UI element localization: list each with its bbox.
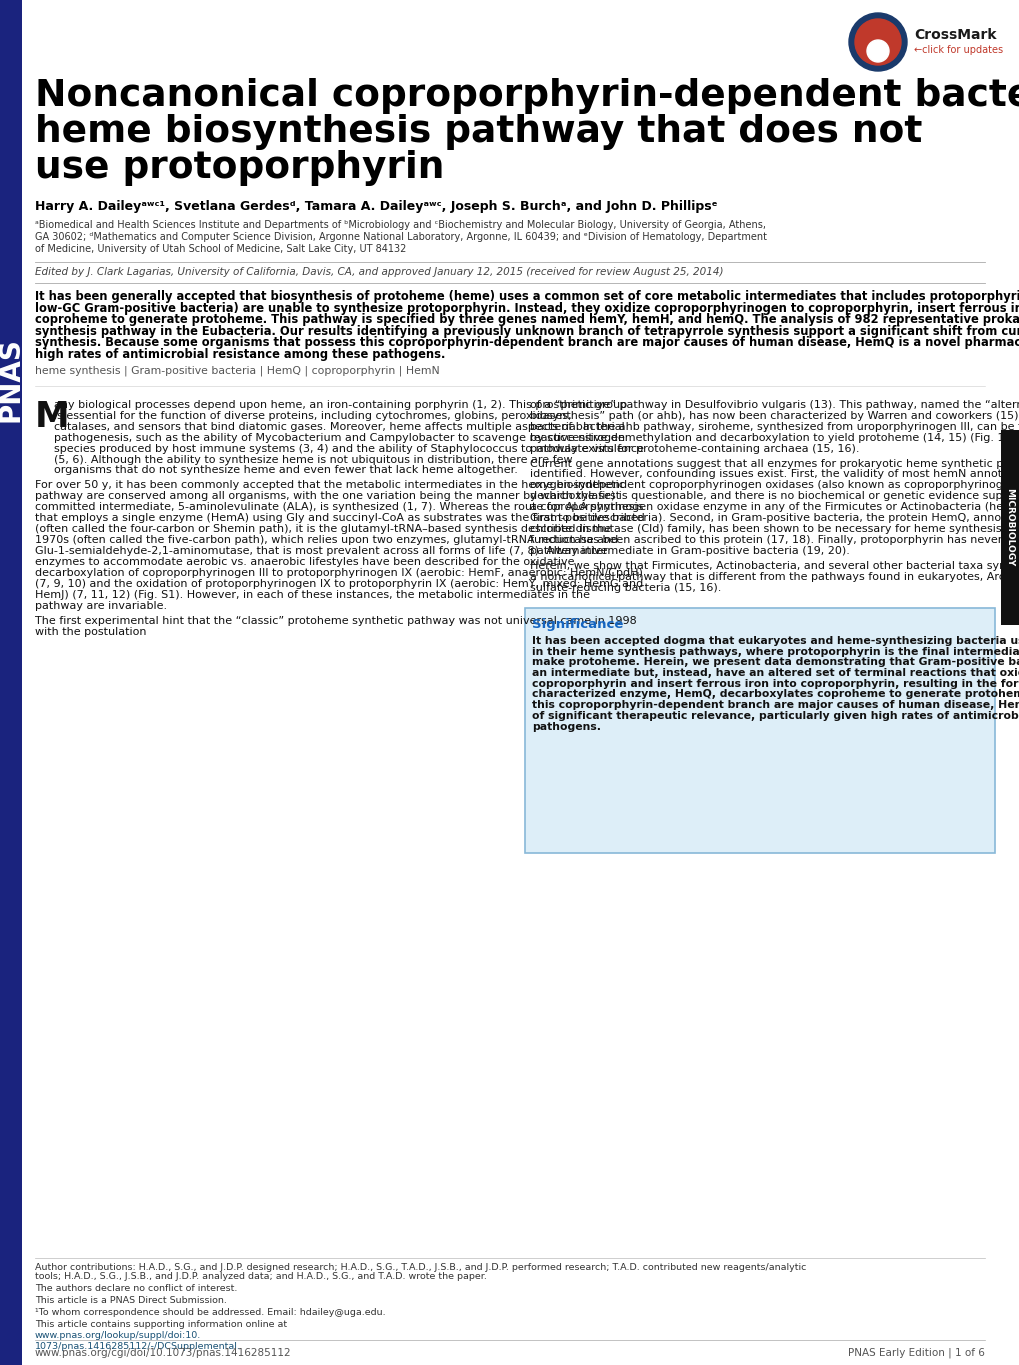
Text: an intermediate but, instead, have an altered set of terminal reactions that oxi: an intermediate but, instead, have an al… [532, 667, 1019, 678]
Text: MICROBIOLOGY: MICROBIOLOGY [1005, 487, 1014, 566]
Text: any biological processes depend upon heme, an iron-containing porphyrin (1, 2). : any biological processes depend upon hem… [54, 400, 627, 410]
FancyBboxPatch shape [0, 0, 22, 1365]
Text: Edited by J. Clark Lagarias, University of California, Davis, CA, and approved J: Edited by J. Clark Lagarias, University … [35, 268, 722, 277]
Text: coproporphyrin and insert ferrous iron into coproporphyrin, resulting in the for: coproporphyrin and insert ferrous iron i… [532, 678, 1019, 689]
Text: characterized enzyme, HemQ, decarboxylates coproheme to generate protoheme. Beca: characterized enzyme, HemQ, decarboxylat… [532, 689, 1019, 699]
Text: heme synthesis | Gram-positive bacteria | HemQ | coproporphyrin | HemN: heme synthesis | Gram-positive bacteria … [35, 366, 439, 377]
Text: ¹To whom correspondence should be addressed. Email: hdailey@uga.edu.: ¹To whom correspondence should be addres… [35, 1308, 385, 1317]
Text: 1970s (often called the five-carbon path), which relies upon two enzymes, glutam: 1970s (often called the five-carbon path… [35, 535, 618, 545]
Text: Gram-positive bacteria). Second, in Gram-positive bacteria, the protein HemQ, an: Gram-positive bacteria). Second, in Gram… [530, 513, 1019, 523]
Text: decarboxylase) is questionable, and there is no biochemical or genetic evidence : decarboxylase) is questionable, and ther… [530, 491, 1019, 501]
Text: www.pnas.org/lookup/suppl/doi:10.: www.pnas.org/lookup/suppl/doi:10. [35, 1331, 201, 1340]
Text: This article is a PNAS Direct Submission.: This article is a PNAS Direct Submission… [35, 1295, 226, 1305]
Text: tools; H.A.D., S.G., J.S.B., and J.D.P. analyzed data; and H.A.D., S.G., and T.A: tools; H.A.D., S.G., J.S.B., and J.D.P. … [35, 1272, 486, 1282]
Text: of Medicine, University of Utah School of Medicine, Salt Lake City, UT 84132: of Medicine, University of Utah School o… [35, 244, 406, 254]
Text: chlorite dismutase (Cld) family, has been shown to be necessary for heme synthes: chlorite dismutase (Cld) family, has bee… [530, 524, 1019, 534]
Text: PNAS Early Edition | 1 of 6: PNAS Early Edition | 1 of 6 [847, 1349, 984, 1358]
Text: M: M [35, 400, 69, 434]
Text: ᵃBiomedical and Health Sciences Institute and Departments of ᵇMicrobiology and ᶜ: ᵃBiomedical and Health Sciences Institut… [35, 220, 765, 229]
Text: of a “primitive” pathway in Desulfovibrio vulgaris (13). This pathway, named the: of a “primitive” pathway in Desulfovibri… [530, 400, 1019, 410]
Text: (5, 6). Although the ability to synthesize heme is not ubiquitous in distributio: (5, 6). Although the ability to synthesi… [54, 455, 572, 464]
Text: coproheme to generate protoheme. This pathway is specified by three genes named : coproheme to generate protoheme. This pa… [35, 313, 1019, 326]
Text: This article contains supporting information online at: This article contains supporting informa… [35, 1320, 289, 1328]
Text: this coproporphyrin-dependent branch are major causes of human disease, HemQ is : this coproporphyrin-dependent branch are… [532, 700, 1019, 710]
Text: synthesis. Because some organisms that possess this coproporphyrin-dependent bra: synthesis. Because some organisms that p… [35, 337, 1019, 349]
Text: pathway exists for protoheme-containing archaea (15, 16).: pathway exists for protoheme-containing … [530, 444, 859, 453]
Text: Author contributions: H.A.D., S.G., and J.D.P. designed research; H.A.D., S.G., : Author contributions: H.A.D., S.G., and … [35, 1263, 806, 1272]
Text: biosynthesis” path (or ahb), has now been characterized by Warren and coworkers : biosynthesis” path (or ahb), has now bee… [530, 411, 1019, 420]
Text: pathogenesis, such as the ability of Mycobacterium and Campylobacter to scavenge: pathogenesis, such as the ability of Myc… [54, 433, 625, 442]
Text: of significant therapeutic relevance, particularly given high rates of antimicro: of significant therapeutic relevance, pa… [532, 711, 1019, 721]
Text: Noncanonical coproporphyrin-dependent bacterial: Noncanonical coproporphyrin-dependent ba… [35, 78, 1019, 115]
Text: 1073/pnas.1416285112/-/DCSupplemental.: 1073/pnas.1416285112/-/DCSupplemental. [35, 1342, 240, 1351]
Text: organisms that do not synthesize heme and even fewer that lack heme altogether.: organisms that do not synthesize heme an… [54, 465, 518, 475]
Text: Current gene annotations suggest that all enzymes for prokaryotic heme synthetic: Current gene annotations suggest that al… [530, 459, 1019, 468]
FancyBboxPatch shape [525, 607, 994, 853]
Text: Harry A. Daileyᵃʷᶜ¹, Svetlana Gerdesᵈ, Tamara A. Daileyᵃʷᶜ, Joseph S. Burchᵃ, an: Harry A. Daileyᵃʷᶜ¹, Svetlana Gerdesᵈ, T… [35, 201, 717, 213]
Text: with the postulation: with the postulation [35, 627, 147, 637]
Text: GA 30602; ᵈMathematics and Computer Science Division, Argonne National Laborator: GA 30602; ᵈMathematics and Computer Scie… [35, 232, 766, 242]
Text: catalases, and sensors that bind diatomic gases. Moreover, heme affects multiple: catalases, and sensors that bind diatomi… [54, 422, 625, 431]
Text: synthesis pathway in the Eubacteria. Our results identifying a previously unknow: synthesis pathway in the Eubacteria. Our… [35, 325, 1019, 339]
FancyBboxPatch shape [1000, 430, 1019, 625]
Text: pathogens.: pathogens. [532, 722, 600, 732]
Text: in their heme synthesis pathways, where protoporphyrin is the final intermediate: in their heme synthesis pathways, where … [532, 647, 1019, 657]
Text: is essential for the function of diverse proteins, including cytochromes, globin: is essential for the function of diverse… [54, 411, 571, 420]
Text: a noncanonical pathway that is different from the pathways found in eukaryotes, : a noncanonical pathway that is different… [530, 572, 1019, 581]
Text: heme biosynthesis pathway that does not: heme biosynthesis pathway that does not [35, 115, 921, 150]
Text: that employs a single enzyme (HemA) using Gly and succinyl-CoA as substrates was: that employs a single enzyme (HemA) usin… [35, 513, 644, 523]
Text: decarboxylation of coproporphyrinogen III to protoporphyrinogen IX (aerobic: Hem: decarboxylation of coproporphyrinogen II… [35, 568, 642, 579]
Text: It has been accepted dogma that eukaryotes and heme-synthesizing bacteria use th: It has been accepted dogma that eukaryot… [532, 636, 1019, 646]
Text: www.pnas.org/cgi/doi/10.1073/pnas.1416285112: www.pnas.org/cgi/doi/10.1073/pnas.141628… [35, 1349, 291, 1358]
Text: ←click for updates: ←click for updates [913, 45, 1002, 55]
Text: by successive demethylation and decarboxylation to yield protoheme (14, 15) (Fig: by successive demethylation and decarbox… [530, 433, 1019, 442]
Text: identified. However, confounding issues exist. First, the validity of most hemN : identified. However, confounding issues … [530, 470, 1019, 479]
Text: For over 50 y, it has been commonly accepted that the metabolic intermediates in: For over 50 y, it has been commonly acce… [35, 480, 625, 490]
Text: enzymes to accommodate aerobic vs. anaerobic lifestyles have been described for : enzymes to accommodate aerobic vs. anaer… [35, 557, 574, 568]
Text: bacteria. In the ahb pathway, siroheme, synthesized from uroporphyrinogen III, c: bacteria. In the ahb pathway, siroheme, … [530, 422, 1019, 431]
Text: committed intermediate, 5-aminolevulinate (ALA), is synthesized (1, 7). Whereas : committed intermediate, 5-aminolevulinat… [35, 502, 643, 512]
Text: oxygen-independent coproporphyrinogen oxidases (also known as coproporphyrinogen: oxygen-independent coproporphyrinogen ox… [530, 480, 1019, 490]
Text: function has been ascribed to this protein (17, 18). Finally, protoporphyrin has: function has been ascribed to this prote… [530, 535, 1019, 545]
Text: Herein, we show that Firmicutes, Actinobacteria, and several other bacterial tax: Herein, we show that Firmicutes, Actinob… [530, 561, 1019, 571]
Text: pathway intermediate in Gram-positive bacteria (19, 20).: pathway intermediate in Gram-positive ba… [530, 546, 849, 556]
Text: species produced by host immune systems (3, 4) and the ability of Staphylococcus: species produced by host immune systems … [54, 444, 643, 453]
Text: It has been generally accepted that biosynthesis of protoheme (heme) uses a comm: It has been generally accepted that bios… [35, 289, 1019, 303]
Text: Glu-1-semialdehyde-2,1-aminomutase, that is most prevalent across all forms of l: Glu-1-semialdehyde-2,1-aminomutase, that… [35, 546, 607, 556]
Text: low-GC Gram-positive bacteria) are unable to synthesize protoporphyrin. Instead,: low-GC Gram-positive bacteria) are unabl… [35, 302, 1019, 314]
Circle shape [854, 19, 900, 66]
Text: a coproporphyrinogen oxidase enzyme in any of the Firmicutes or Actinobacteria (: a coproporphyrinogen oxidase enzyme in a… [530, 502, 1019, 512]
Text: high rates of antimicrobial resistance among these pathogens.: high rates of antimicrobial resistance a… [35, 348, 445, 362]
Text: make protoheme. Herein, we present data demonstrating that Gram-positive bacteri: make protoheme. Herein, we present data … [532, 658, 1019, 667]
Text: sulfate-reducing bacteria (15, 16).: sulfate-reducing bacteria (15, 16). [530, 583, 720, 592]
Text: pathway are invariable.: pathway are invariable. [35, 601, 167, 612]
Text: pathway are conserved among all organisms, with the one variation being the mann: pathway are conserved among all organism… [35, 491, 620, 501]
Text: The authors declare no conflict of interest.: The authors declare no conflict of inter… [35, 1283, 237, 1293]
Text: use protoporphyrin: use protoporphyrin [35, 150, 444, 186]
Circle shape [866, 40, 889, 61]
Text: (often called the four-carbon or Shemin path), it is the glutamyl-tRNA–based syn: (often called the four-carbon or Shemin … [35, 524, 610, 534]
Text: Significance: Significance [532, 618, 623, 631]
Text: The first experimental hint that the “classic” protoheme synthetic pathway was n: The first experimental hint that the “cl… [35, 616, 636, 627]
Circle shape [848, 14, 906, 71]
Text: CrossMark: CrossMark [913, 29, 996, 42]
Text: PNAS: PNAS [0, 337, 25, 422]
Text: (7, 9, 10) and the oxidation of protoporphyrinogen IX to protoporphyrin IX (aero: (7, 9, 10) and the oxidation of protopor… [35, 579, 643, 590]
Text: HemJ) (7, 11, 12) (Fig. S1). However, in each of these instances, the metabolic : HemJ) (7, 11, 12) (Fig. S1). However, in… [35, 590, 589, 601]
